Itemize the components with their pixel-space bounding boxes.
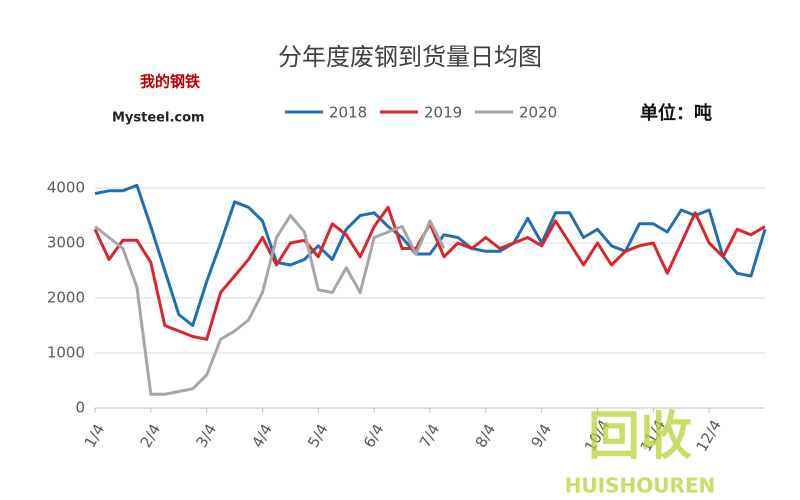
y-tick-label: 1000	[47, 344, 85, 362]
legend-label: 2020	[519, 104, 557, 122]
chart-title: 分年度废钢到货量日均图	[278, 43, 542, 71]
x-tick-label: 4/4	[248, 421, 276, 451]
x-tick-label: 2/4	[137, 421, 165, 451]
watermark-site: HUISHOUREN	[565, 474, 716, 498]
legend-label: 2018	[329, 104, 367, 122]
y-tick-label: 3000	[47, 234, 85, 252]
watermark-text: 回收	[588, 407, 692, 467]
x-tick-label: 3/4	[192, 421, 220, 451]
data-line	[94, 183, 767, 327]
data-line	[94, 214, 446, 396]
x-tick-label: 6/4	[360, 421, 388, 451]
x-tick-label: 12/4	[693, 417, 725, 455]
unit-label: 单位：吨	[640, 102, 712, 124]
x-tick-label: 9/4	[527, 421, 555, 451]
y-tick-label: 4000	[47, 179, 85, 197]
x-tick-label: 5/4	[304, 421, 332, 451]
logo-site: Mysteel.com	[112, 111, 205, 126]
y-tick-label: 0	[75, 399, 85, 417]
x-tick-label: 8/4	[472, 421, 500, 451]
y-tick-label: 2000	[47, 289, 85, 307]
x-tick-label: 7/4	[416, 421, 444, 451]
legend: 2018 2019 2020	[285, 104, 557, 122]
legend-label: 2019	[424, 104, 462, 122]
logo-text: 我的钢铁	[140, 73, 200, 91]
x-tick-label: 1/4	[81, 421, 109, 451]
